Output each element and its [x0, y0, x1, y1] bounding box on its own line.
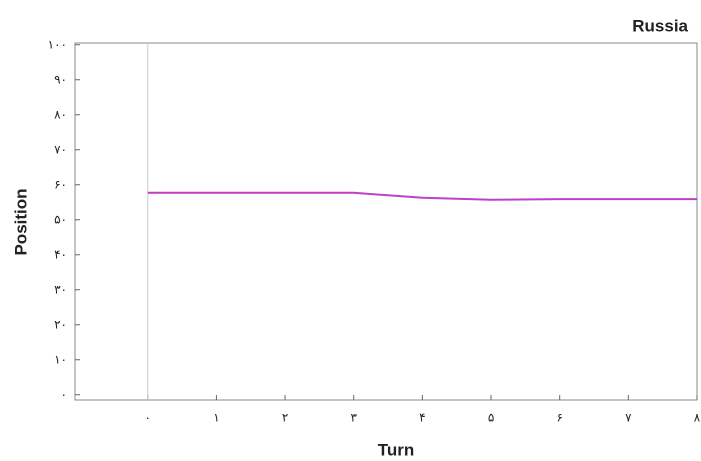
y-tick-label: ۲۰ — [54, 317, 67, 331]
y-axis-label: Position — [11, 188, 30, 255]
x-tick-label: ۶ — [556, 411, 562, 425]
x-tick-label: ۷ — [625, 411, 632, 425]
x-axis-label: Turn — [378, 440, 415, 459]
y-tick-label: ۴۰ — [54, 247, 67, 261]
plot-frame — [74, 42, 698, 401]
x-tick-label: ۳ — [351, 411, 358, 425]
x-tick-label: ۴ — [419, 411, 425, 425]
x-tick-label: ۲ — [282, 411, 288, 425]
line — [147, 191, 697, 201]
y-tick-label: ۶۰ — [54, 177, 67, 191]
x-tick-label: ۰ — [145, 411, 151, 425]
y-tick-label: ۸۰ — [54, 107, 67, 121]
y-tick-label: ۱۰۰ — [48, 37, 67, 51]
y-tick-label: ۰ — [61, 387, 67, 401]
x-tick-label: ۵ — [488, 411, 494, 425]
x-tick-label: ۸ — [694, 411, 701, 425]
y-tick-label: ۹۰ — [54, 72, 67, 86]
y-tick-label: ۳۰ — [54, 282, 67, 296]
chart-title: Russia — [632, 16, 688, 35]
y-tick-label: ۵۰ — [54, 212, 67, 226]
y-tick-label: ۱۰ — [54, 352, 67, 366]
y-tick-label: ۷۰ — [54, 142, 67, 156]
x-tick-label: ۱ — [213, 411, 219, 425]
